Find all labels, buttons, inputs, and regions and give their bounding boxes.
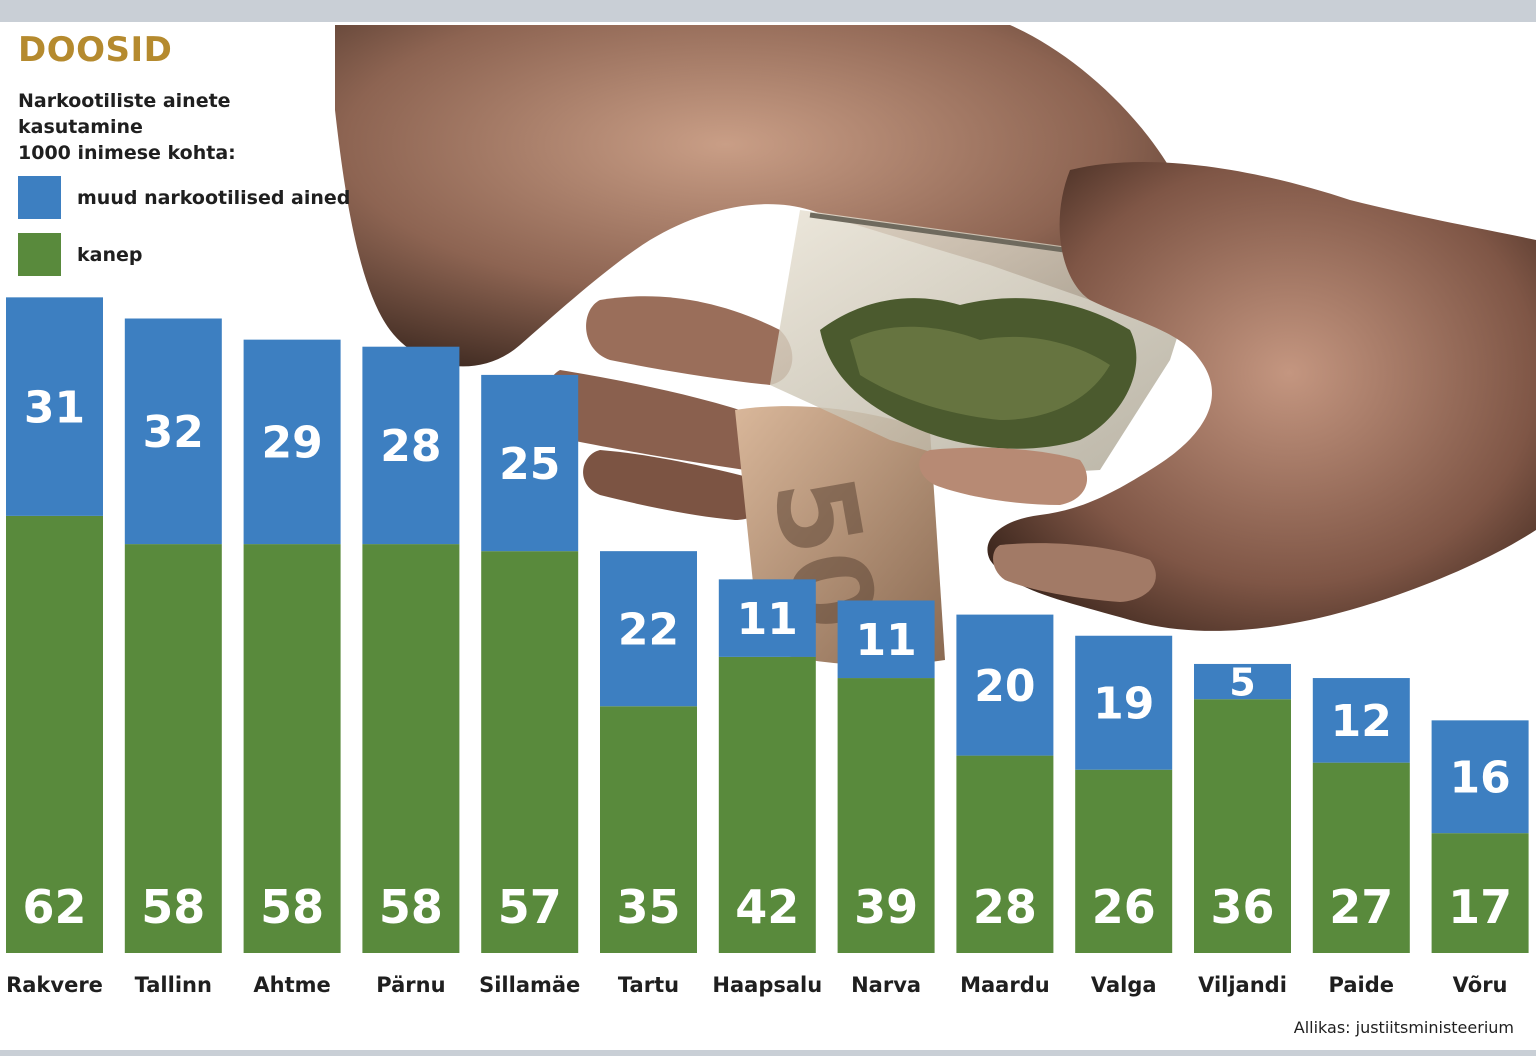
bar-other <box>1312 678 1410 763</box>
bar-other <box>718 579 816 657</box>
bar-other <box>362 346 460 545</box>
value-label-cannabis: 58 <box>141 880 205 934</box>
legend-label-other: muud narkootilised ained <box>77 186 351 209</box>
bar-group-0: 62 31 Rakvere <box>6 297 103 997</box>
bar-cannabis <box>837 678 935 953</box>
category-label: Võru <box>1453 973 1508 997</box>
value-label-cannabis: 58 <box>260 880 324 934</box>
value-label-cannabis: 57 <box>498 880 562 934</box>
value-label-other: 11 <box>737 594 798 645</box>
category-label: Haapsalu <box>712 973 822 997</box>
value-label-cannabis: 39 <box>854 880 918 934</box>
subtitle-line-1: Narkootiliste ainete kasutamine <box>18 90 231 138</box>
value-label-cannabis: 58 <box>379 880 443 934</box>
bar-cannabis <box>6 515 103 953</box>
value-label-cannabis: 17 <box>1448 880 1512 934</box>
category-label: Tallinn <box>135 973 212 997</box>
value-label-other: 16 <box>1449 753 1510 804</box>
category-label: Narva <box>851 973 921 997</box>
bar-cannabis <box>124 544 222 953</box>
bar-group-1: 58 32 Tallinn <box>124 318 222 997</box>
value-label-cannabis: 42 <box>735 880 799 934</box>
bar-group-5: 35 22 Tartu <box>600 551 697 997</box>
value-label-other: 5 <box>1229 660 1255 704</box>
value-label-other: 12 <box>1331 696 1392 747</box>
value-label-cannabis: 28 <box>973 880 1037 934</box>
bar-cannabis <box>1194 699 1291 953</box>
bar-cannabis <box>1075 769 1173 953</box>
value-label-other: 11 <box>855 615 916 666</box>
value-label-cannabis: 36 <box>1210 880 1274 934</box>
bar-other <box>124 318 222 545</box>
bar-group-12: 17 16 Võru <box>1431 720 1529 997</box>
category-label: Ahtme <box>253 973 330 997</box>
value-label-other: 32 <box>143 407 204 458</box>
chart-title: DOOSID <box>18 30 173 70</box>
bar-other <box>956 614 1054 756</box>
legend-label-cannabis: kanep <box>77 243 143 266</box>
value-label-other: 25 <box>499 439 560 490</box>
category-label: Viljandi <box>1198 973 1287 997</box>
bar-group-3: 58 28 Pärnu <box>362 346 460 997</box>
bar-cannabis <box>600 706 697 953</box>
bottom-rule <box>0 1050 1536 1056</box>
legend-swatch-cannabis <box>18 233 61 276</box>
value-label-cannabis: 62 <box>22 880 86 934</box>
bar-other <box>481 374 579 552</box>
value-label-other: 31 <box>24 382 85 433</box>
bar-group-10: 36 5 Viljandi <box>1194 660 1291 997</box>
category-label: Maardu <box>960 973 1050 997</box>
bar-other <box>1431 720 1529 834</box>
bar-group-8: 28 20 Maardu <box>956 614 1054 997</box>
bar-group-4: 57 25 Sillamäe <box>479 374 580 997</box>
top-rule <box>0 0 1536 22</box>
bar-cannabis <box>362 544 460 953</box>
bar-cannabis <box>1431 833 1529 953</box>
category-label: Sillamäe <box>479 973 580 997</box>
legend-item-cannabis: kanep <box>18 233 142 276</box>
legend-item-other: muud narkootilised ained <box>18 176 350 219</box>
source-note: Allikas: justiitsministeerium <box>1293 1018 1514 1037</box>
value-label-other: 28 <box>380 421 441 472</box>
bar-group-11: 27 12 Paide <box>1312 678 1410 997</box>
value-label-other: 29 <box>261 418 322 469</box>
value-label-cannabis: 35 <box>616 880 680 934</box>
value-label-cannabis: 27 <box>1329 880 1393 934</box>
bar-cannabis <box>1312 762 1410 953</box>
value-label-other: 19 <box>1093 679 1154 730</box>
chart-subtitle: Narkootiliste ainete kasutamine 1000 ini… <box>18 88 338 166</box>
category-label: Pärnu <box>376 973 445 997</box>
value-label-other: 22 <box>618 605 679 656</box>
category-label: Valga <box>1091 973 1157 997</box>
bar-cannabis <box>481 551 579 953</box>
bar-other <box>6 297 103 516</box>
subtitle-line-2: 1000 inimese kohta: <box>18 142 236 164</box>
legend-swatch-other <box>18 176 61 219</box>
bar-other <box>837 600 935 679</box>
value-label-other: 20 <box>974 661 1035 712</box>
bar-group-7: 39 11 Narva <box>837 600 935 997</box>
bar-other <box>1075 635 1173 770</box>
bar-group-6: 42 11 Haapsalu <box>712 579 822 997</box>
bar-group-9: 26 19 Valga <box>1075 635 1173 997</box>
category-label: Paide <box>1329 973 1394 997</box>
bar-other <box>243 339 341 545</box>
category-label: Rakvere <box>6 973 103 997</box>
bar-group-2: 58 29 Ahtme <box>243 339 341 997</box>
value-label-cannabis: 26 <box>1092 880 1156 934</box>
bar-cannabis <box>956 755 1054 953</box>
bar-other <box>1194 663 1291 700</box>
bar-other <box>600 551 697 707</box>
bar-cannabis <box>243 544 341 953</box>
bar-cannabis <box>718 656 816 953</box>
category-label: Tartu <box>618 973 679 997</box>
